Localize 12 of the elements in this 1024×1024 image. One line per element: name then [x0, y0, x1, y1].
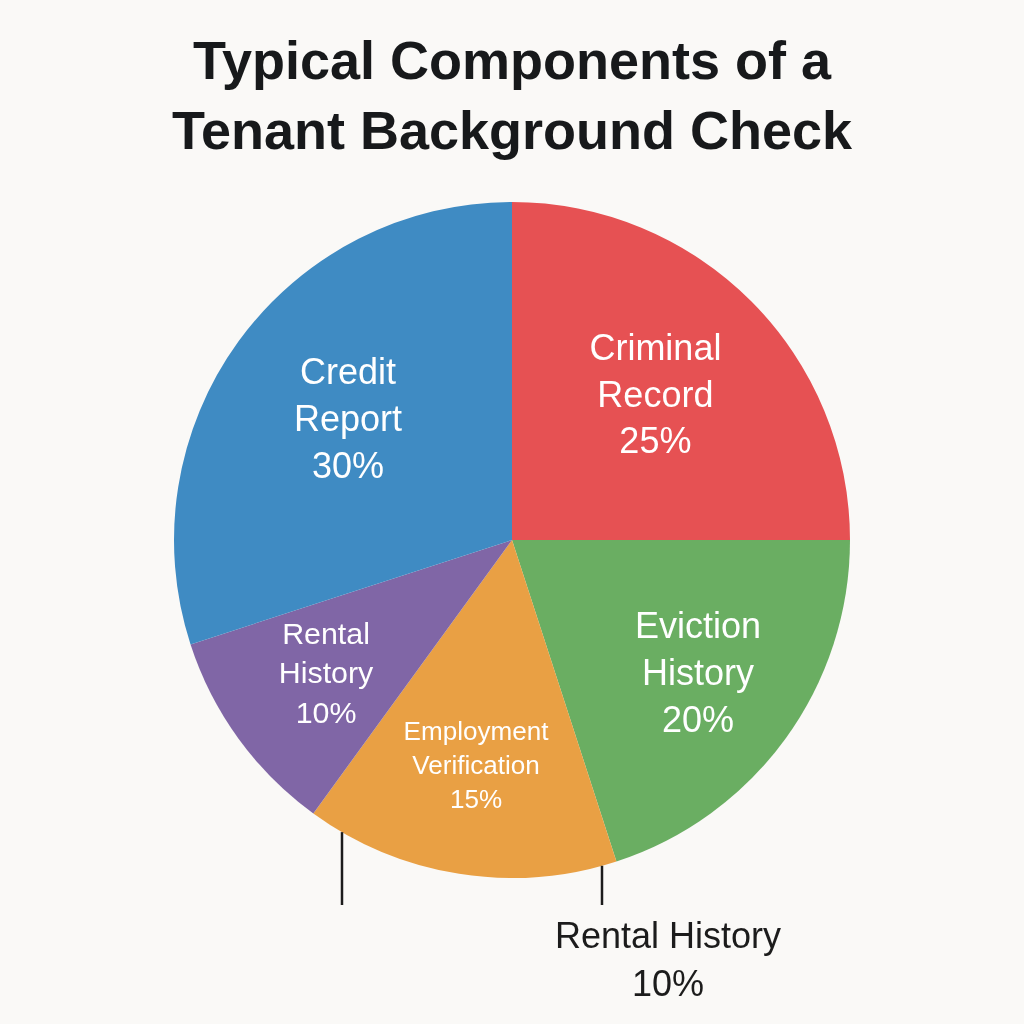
slice-label: Criminal Record	[589, 326, 722, 415]
data-label: 15%	[449, 784, 503, 815]
slice-label: Rental History	[278, 615, 375, 690]
slice-label: Employment Verification	[403, 716, 550, 781]
data-label: 25%	[619, 420, 692, 462]
text: Rental History 10%	[554, 914, 782, 1004]
data-label: 10%	[295, 694, 357, 729]
data-label: 30%	[311, 444, 384, 486]
slice-label: Eviction History	[634, 605, 761, 694]
data-label: 20%	[661, 698, 734, 740]
chart-title: Typical Components of a Tenant Background Check	[171, 29, 854, 160]
slice-label: Credit Report	[293, 350, 402, 439]
